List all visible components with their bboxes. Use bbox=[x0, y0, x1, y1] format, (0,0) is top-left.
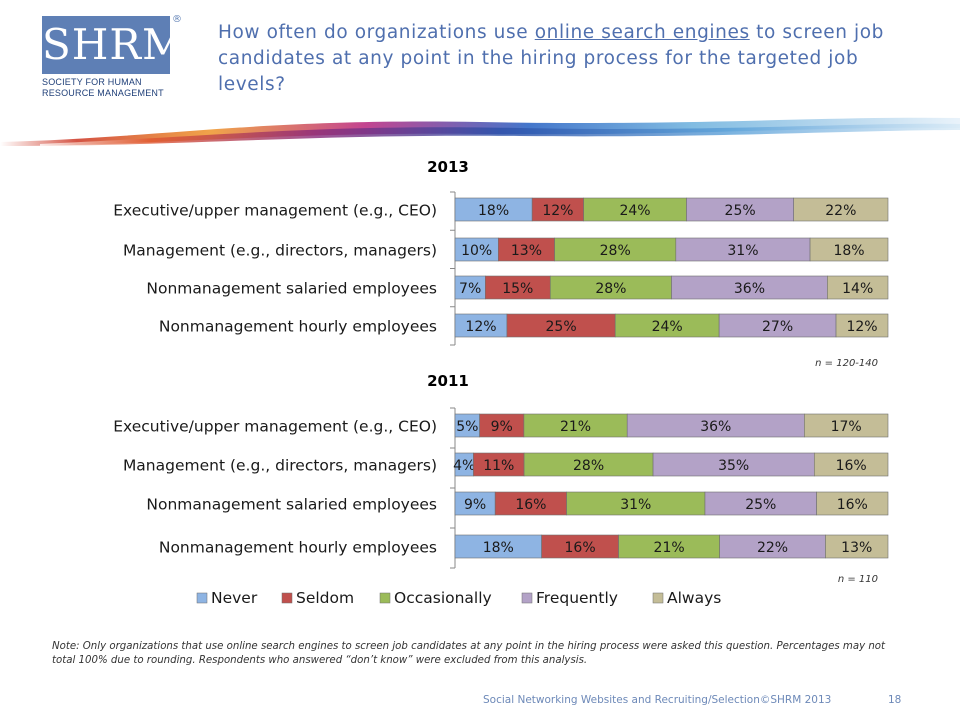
sample-size-note: n = 110 bbox=[838, 574, 878, 585]
data-label: 25% bbox=[745, 497, 776, 513]
legend-label-seldom: Seldom bbox=[296, 589, 354, 607]
footnote: Note: Only organizations that use online… bbox=[52, 641, 886, 666]
legend-label-always: Always bbox=[667, 589, 721, 607]
chart-2013: 2013 Executive/upper management (e.g., CE… bbox=[113, 158, 889, 369]
title-underlined: online search engines bbox=[534, 22, 750, 43]
data-label: 28% bbox=[573, 458, 604, 474]
legend-label-frequently: Frequently bbox=[536, 589, 618, 607]
data-label: 12% bbox=[846, 319, 877, 335]
logo-line-2: RESOURCE MANAGEMENT bbox=[42, 88, 164, 98]
legend-swatch-never bbox=[196, 592, 208, 604]
sample-size-note: n = 120-140 bbox=[815, 358, 878, 369]
bar-segment-always bbox=[827, 275, 889, 300]
data-label: 18% bbox=[478, 203, 509, 219]
decorative-ribbon bbox=[0, 117, 960, 146]
bar-segment-always bbox=[816, 491, 889, 516]
data-label: 17% bbox=[831, 419, 862, 435]
bar-segment-always bbox=[804, 413, 889, 438]
data-label: 13% bbox=[841, 540, 872, 556]
data-label: 10% bbox=[461, 243, 492, 259]
chart-title: 2013 bbox=[427, 158, 469, 176]
legend-swatch-seldom bbox=[281, 592, 293, 604]
data-label: 16% bbox=[837, 497, 868, 513]
logo-line-1: SOCIETY FOR HUMAN bbox=[42, 77, 142, 87]
ribbon-band-2 bbox=[40, 123, 960, 146]
data-label: 12% bbox=[465, 319, 496, 335]
legend-swatch-occasionally bbox=[379, 592, 391, 604]
title-after: to screen job candidates at any point in… bbox=[218, 22, 885, 95]
title-before: How often do organizations use bbox=[218, 22, 535, 43]
bar-segment-always bbox=[813, 452, 889, 477]
data-label: 18% bbox=[483, 540, 514, 556]
data-label: 24% bbox=[652, 319, 683, 335]
data-label: 24% bbox=[619, 203, 650, 219]
legend-label-never: Never bbox=[211, 589, 258, 607]
bar-segment-always bbox=[835, 313, 889, 338]
legend-swatch-frequently bbox=[521, 592, 533, 604]
data-label: 15% bbox=[502, 281, 533, 297]
data-label: 28% bbox=[600, 243, 631, 259]
category-label: Executive/upper management (e.g., CEO) bbox=[113, 202, 437, 220]
stacked-bar-charts: 2013 Executive/upper management (e.g., CE… bbox=[113, 158, 889, 607]
data-label: 9% bbox=[491, 419, 513, 435]
logo-registered-mark: ® bbox=[172, 14, 182, 25]
shrm-logo: SHRM ® SOCIETY FOR HUMAN RESOURCE MANAGE… bbox=[38, 14, 186, 102]
data-label: 16% bbox=[565, 540, 596, 556]
footer-source: Social Networking Websites and Recruitin… bbox=[483, 694, 832, 706]
data-label: 9% bbox=[464, 497, 486, 513]
data-label: 13% bbox=[511, 243, 542, 259]
data-label: 7% bbox=[459, 281, 481, 297]
charts-root: 2013 Executive/upper management (e.g., CE… bbox=[113, 158, 889, 607]
legend-swatch-always bbox=[652, 592, 664, 604]
logo-box: SHRM bbox=[42, 16, 187, 74]
data-label: 16% bbox=[515, 497, 546, 513]
category-label: Management (e.g., directors, managers) bbox=[123, 242, 437, 260]
data-label: 22% bbox=[757, 540, 788, 556]
data-label: 4% bbox=[453, 458, 475, 474]
data-label: 22% bbox=[825, 203, 856, 219]
category-label: Executive/upper management (e.g., CEO) bbox=[113, 418, 437, 436]
page-number: 18 bbox=[888, 694, 902, 706]
bar-segment-always bbox=[809, 237, 889, 262]
legend: Never Seldom Occasionally Frequently Always bbox=[196, 589, 721, 607]
category-label: Nonmanagement hourly employees bbox=[159, 318, 437, 336]
category-label: Management (e.g., directors, managers) bbox=[123, 457, 437, 475]
data-label: 35% bbox=[718, 458, 749, 474]
data-label: 36% bbox=[734, 281, 765, 297]
data-label: 31% bbox=[727, 243, 758, 259]
data-label: 25% bbox=[546, 319, 577, 335]
data-label: 11% bbox=[483, 458, 514, 474]
category-label: Nonmanagement salaried employees bbox=[146, 280, 437, 298]
data-label: 21% bbox=[654, 540, 685, 556]
bar-segment-always bbox=[825, 534, 889, 559]
chart-title: 2011 bbox=[427, 372, 469, 390]
data-label: 5% bbox=[456, 419, 478, 435]
data-label: 28% bbox=[595, 281, 626, 297]
logo-letters: SHRM bbox=[42, 20, 187, 69]
data-label: 36% bbox=[700, 419, 731, 435]
slide-title: How often do organizations use online se… bbox=[218, 20, 908, 98]
legend-label-occasionally: Occasionally bbox=[394, 589, 492, 607]
data-label: 25% bbox=[725, 203, 756, 219]
data-label: 16% bbox=[836, 458, 867, 474]
chart-2011: 2011 Executive/upper management (e.g., CE… bbox=[113, 372, 889, 585]
data-label: 12% bbox=[542, 203, 573, 219]
data-label: 27% bbox=[762, 319, 793, 335]
bar-segment-always bbox=[793, 197, 889, 222]
category-label: Nonmanagement hourly employees bbox=[159, 539, 437, 557]
data-label: 21% bbox=[560, 419, 591, 435]
data-label: 31% bbox=[620, 497, 651, 513]
data-label: 14% bbox=[842, 281, 873, 297]
data-label: 18% bbox=[833, 243, 864, 259]
category-label: Nonmanagement salaried employees bbox=[146, 496, 437, 514]
